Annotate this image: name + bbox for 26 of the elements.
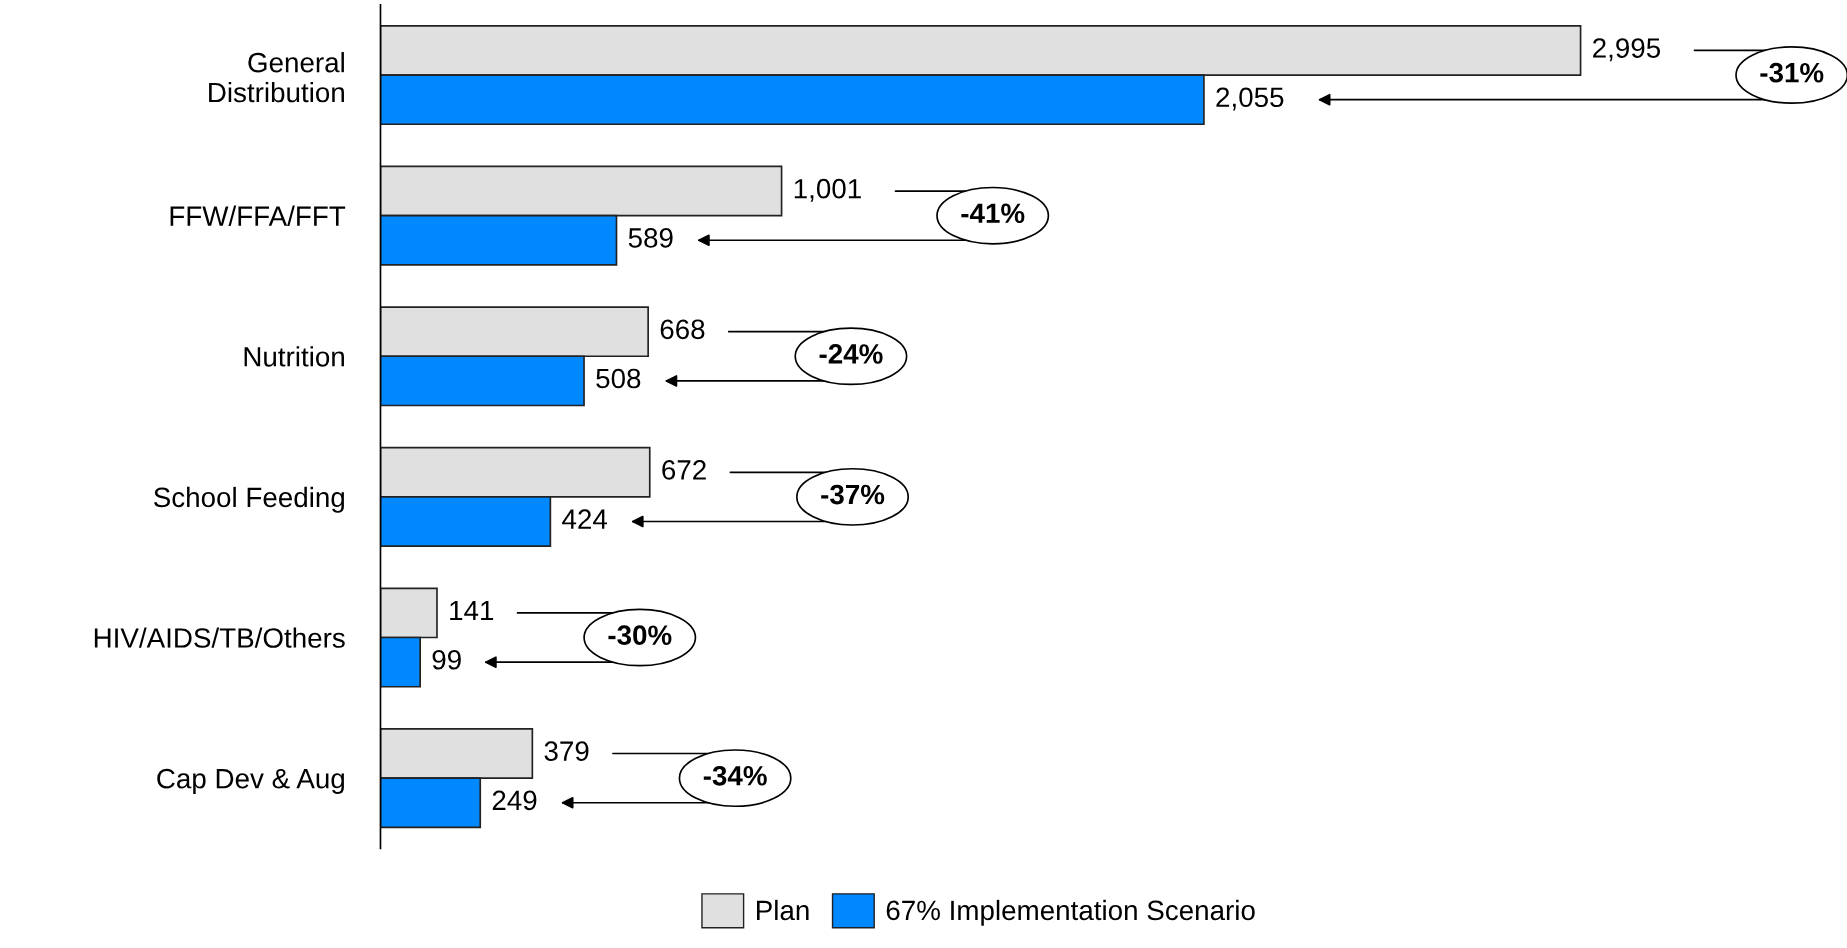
y-tick-label: Nutrition (244, 346, 344, 367)
annotation: -34% (703, 765, 767, 786)
legend-label: 67% Implementation Scenario (886, 899, 1255, 926)
y-tick-label: School Feeding (154, 486, 344, 513)
legend-label: Plan (757, 899, 809, 921)
data-label: 668 (660, 319, 705, 340)
data-label: 589 (628, 228, 673, 248)
y-tick-label: FFW/FFA/FFT (170, 205, 346, 227)
y-tick-label: Cap Dev & Aug (157, 768, 344, 794)
annotation: -30% (608, 625, 672, 646)
annotation: -41% (961, 203, 1025, 224)
annotation: -37% (821, 484, 885, 505)
data-label: 141 (450, 600, 494, 621)
data-label: 672 (662, 460, 706, 480)
data-label: 424 (562, 509, 608, 529)
y-tick-label: HIV/AIDS/TB/Others (94, 627, 345, 648)
data-label: 1,001 (794, 178, 861, 202)
data-label: 508 (596, 368, 641, 389)
data-label: 99 (432, 649, 461, 670)
annotation: -24% (819, 344, 883, 364)
y-tick-label: General Distribution (209, 52, 344, 103)
data-label: 249 (492, 790, 537, 811)
data-label: 379 (544, 741, 589, 761)
text: -31% (1760, 62, 1824, 83)
data-label: 2,995 (1593, 38, 1661, 62)
data-label: 2,055 (1216, 87, 1284, 111)
